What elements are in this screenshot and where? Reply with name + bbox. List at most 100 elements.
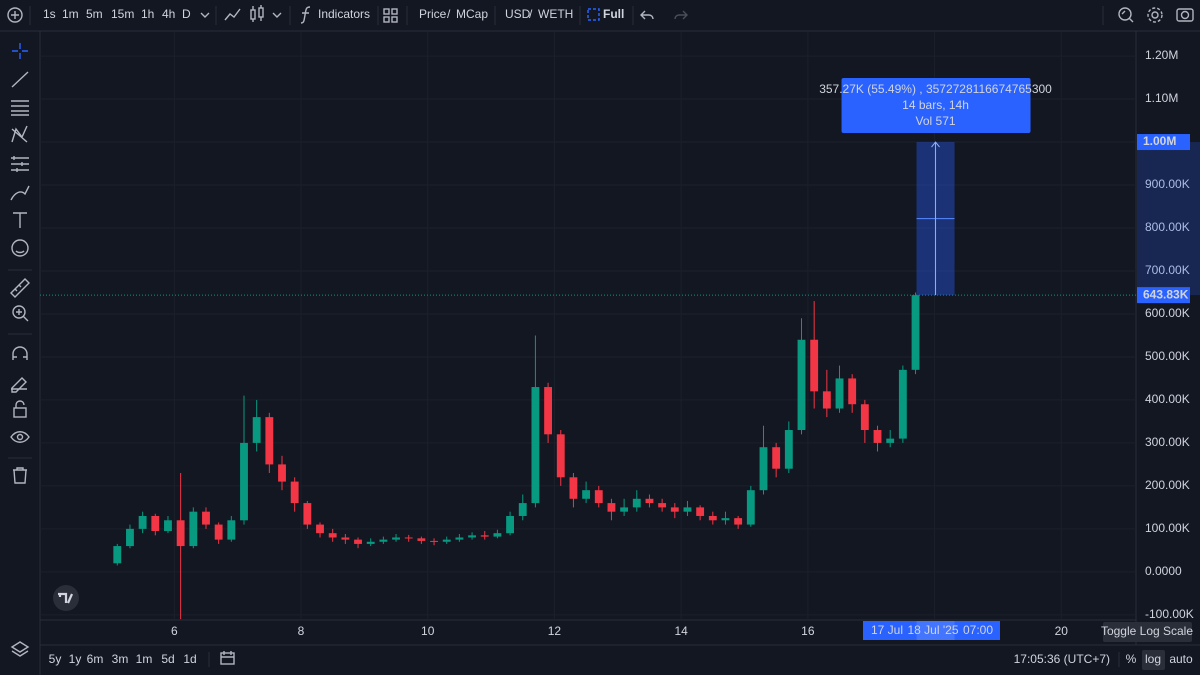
lock-drawing-tool[interactable] bbox=[11, 377, 27, 393]
candle-body bbox=[506, 515, 515, 534]
fullscreen-icon[interactable] bbox=[587, 8, 600, 21]
crosshair-time: 07:00 bbox=[963, 623, 993, 637]
x-tick-label: 20 bbox=[1055, 624, 1069, 638]
object-tree[interactable] bbox=[10, 641, 30, 657]
pattern-tool[interactable] bbox=[11, 125, 28, 143]
crosshair-tool[interactable] bbox=[12, 43, 28, 59]
y-tick-label: 700.00K bbox=[1145, 263, 1190, 277]
price-toggle[interactable]: Price bbox=[419, 7, 447, 21]
snapshot-icon[interactable] bbox=[1176, 8, 1194, 22]
candle-body bbox=[835, 378, 844, 409]
interval-button[interactable]: 1m bbox=[62, 7, 79, 21]
candle-body bbox=[113, 546, 122, 564]
measure-arrowhead bbox=[931, 141, 940, 148]
y-tick-label: 200.00K bbox=[1145, 478, 1190, 492]
icon-tool[interactable] bbox=[11, 239, 29, 257]
trend-line-tool[interactable] bbox=[11, 71, 29, 88]
prediction-tool[interactable] bbox=[11, 156, 29, 172]
brush-tool[interactable] bbox=[10, 185, 30, 201]
mcap-toggle[interactable]: MCap bbox=[456, 7, 488, 21]
weth-toggle[interactable]: WETH bbox=[538, 7, 573, 21]
candle-body bbox=[126, 528, 134, 547]
range-button[interactable]: 5y bbox=[49, 652, 62, 666]
fib-tool[interactable] bbox=[11, 100, 29, 116]
y-tick-label: 1.10M bbox=[1145, 91, 1178, 105]
candle-body bbox=[354, 539, 362, 544]
chart-type-menu[interactable] bbox=[272, 12, 282, 18]
range-button[interactable]: 1y bbox=[69, 652, 82, 666]
candle-body bbox=[721, 518, 730, 521]
settings-icon[interactable] bbox=[1147, 7, 1163, 23]
y-tick-label: 900.00K bbox=[1145, 177, 1190, 191]
time-axis-range bbox=[863, 621, 1000, 640]
interval-button[interactable]: 5m bbox=[86, 7, 103, 21]
price-label-box bbox=[1137, 134, 1190, 151]
add-symbol-icon[interactable] bbox=[7, 7, 23, 23]
candle-body bbox=[455, 537, 464, 540]
undo[interactable] bbox=[640, 10, 654, 20]
interval-button[interactable]: 1h bbox=[141, 7, 154, 21]
zoom-tool[interactable] bbox=[12, 305, 29, 322]
indicators-button[interactable]: Indicators bbox=[318, 7, 370, 21]
candle-body bbox=[848, 378, 857, 405]
candle-body bbox=[303, 503, 312, 525]
x-tick-label: 10 bbox=[421, 624, 435, 638]
interval-button[interactable]: 15m bbox=[111, 7, 134, 21]
candle-body bbox=[176, 520, 185, 547]
magnet-tool[interactable] bbox=[12, 346, 28, 360]
candle-chart-icon[interactable] bbox=[250, 5, 264, 22]
visibility-tool[interactable] bbox=[10, 431, 30, 443]
layout-icon[interactable] bbox=[383, 8, 398, 23]
interval-button[interactable]: 4h bbox=[162, 7, 175, 21]
tooltip-bg bbox=[1103, 622, 1192, 642]
log-toggle-bg bbox=[1142, 650, 1165, 670]
time-axis-range-inner bbox=[916, 621, 955, 640]
measure-tool[interactable] bbox=[10, 278, 30, 298]
full-toggle[interactable]: Full bbox=[603, 7, 624, 21]
redo[interactable] bbox=[674, 10, 688, 20]
x-tick-label: 14 bbox=[674, 624, 688, 638]
range-button[interactable]: 1m bbox=[136, 652, 153, 666]
candle-body bbox=[316, 524, 324, 534]
indicators-icon[interactable] bbox=[300, 6, 311, 24]
candle-body bbox=[328, 533, 337, 538]
candle-body bbox=[569, 477, 578, 499]
candle-body bbox=[341, 537, 350, 540]
range-button[interactable]: 1d bbox=[183, 652, 196, 666]
candle-body bbox=[366, 541, 375, 544]
top-toolbar bbox=[0, 0, 1200, 31]
candle-body bbox=[683, 507, 692, 512]
x-tick-label: 16 bbox=[801, 624, 815, 638]
candle-body bbox=[480, 535, 489, 537]
line-chart-icon[interactable] bbox=[224, 8, 241, 21]
range-button[interactable]: 6m bbox=[87, 652, 104, 666]
candle-body bbox=[430, 540, 438, 542]
candle-body bbox=[734, 518, 743, 525]
usd-toggle[interactable]: USD bbox=[505, 7, 531, 21]
candle-body bbox=[392, 537, 400, 540]
goto-date[interactable] bbox=[220, 651, 235, 665]
interval-button[interactable]: D bbox=[182, 7, 191, 21]
candle-body bbox=[278, 464, 286, 482]
crosshair-date: 17 Jul bbox=[871, 623, 903, 637]
y-tick-label: 300.00K bbox=[1145, 435, 1190, 449]
candle-body bbox=[645, 498, 654, 504]
candle-body bbox=[151, 515, 160, 532]
tradingview-logo bbox=[53, 585, 79, 611]
candle-body bbox=[632, 498, 641, 508]
delete-tool[interactable] bbox=[13, 467, 27, 484]
clock: 17:05:36 (UTC+7) bbox=[1014, 652, 1110, 666]
text-tool[interactable] bbox=[13, 212, 27, 228]
percent-toggle[interactable]: % bbox=[1126, 652, 1137, 666]
interval-menu[interactable] bbox=[200, 12, 210, 18]
auto-toggle[interactable]: auto bbox=[1169, 652, 1193, 666]
quick-search-icon[interactable] bbox=[1118, 7, 1134, 23]
candle-body bbox=[240, 442, 248, 521]
lock-tool[interactable] bbox=[13, 400, 27, 418]
x-tick-label: 6 bbox=[171, 624, 178, 638]
log-toggle[interactable]: log bbox=[1145, 652, 1161, 666]
interval-button[interactable]: 1s bbox=[43, 7, 56, 21]
candle-body bbox=[202, 511, 210, 525]
range-button[interactable]: 5d bbox=[161, 652, 174, 666]
range-button[interactable]: 3m bbox=[112, 652, 129, 666]
